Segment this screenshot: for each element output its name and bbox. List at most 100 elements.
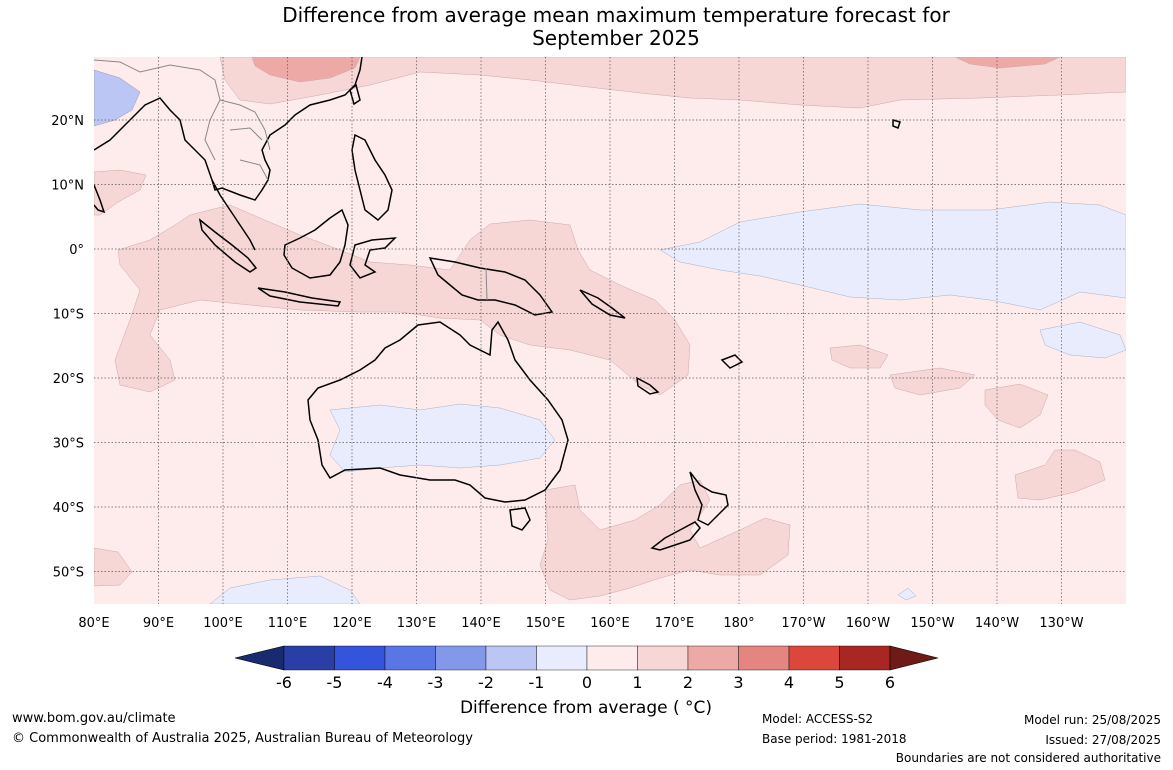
gridlines [94, 57, 1126, 604]
colorbar-tick: 0 [582, 673, 592, 692]
lon-label: 140°W [975, 616, 1019, 631]
coastlines [94, 57, 901, 551]
colorbar-swatch [536, 645, 588, 671]
lat-label: 30°S [53, 437, 84, 452]
colorbar-tick: -2 [478, 673, 494, 692]
lat-label: 10°N [51, 179, 84, 194]
lon-label: 150°W [910, 616, 954, 631]
lon-label: 140°E [461, 616, 501, 631]
warmer-region-north-b [954, 57, 1061, 69]
colorbar-tick: -3 [428, 673, 444, 692]
coastline-australia [307, 320, 569, 503]
coastline-taiwan [349, 83, 361, 106]
coastline-borneo [283, 208, 349, 279]
warm-region-new-zealand [539, 479, 791, 601]
footer-model-run: Model run: 25/08/2025 [1023, 713, 1161, 727]
cool-region-northwest [94, 69, 141, 127]
lon-label: 110°E [268, 616, 308, 631]
lat-label: 20°S [53, 372, 84, 387]
coastline-tasmania [509, 507, 531, 531]
boundary-lines [94, 59, 488, 301]
latitude-labels: 20°N 10°N 0° 10°S 20°S 30°S 40°S 50°S [51, 114, 84, 581]
colorbar-low-extend [234, 645, 285, 671]
lon-label: 130°W [1039, 616, 1083, 631]
lat-label: 20°N [51, 114, 84, 129]
colorbar-swatch [687, 645, 739, 671]
coastline-solomon [579, 289, 626, 319]
colorbar-tick: -5 [327, 673, 343, 692]
boundaries [94, 59, 488, 301]
colorbar-tick: -1 [529, 673, 545, 692]
coastline-asia [94, 57, 363, 251]
colorbar-swatch [788, 645, 840, 671]
lat-label: 40°S [53, 501, 84, 516]
lon-label: 120°E [332, 616, 372, 631]
colorbar-swatch [637, 645, 689, 671]
colorbar-swatch [485, 645, 537, 671]
warm-region-south-pacific-b [889, 367, 976, 396]
footer-issued: Issued: 27/08/2025 [1045, 733, 1161, 747]
lat-label: 50°S [53, 566, 84, 581]
colorbar-swatch [738, 645, 790, 671]
coastline-sumatra [198, 218, 258, 273]
cool-region-south-small [897, 587, 917, 601]
lon-label: 160°E [590, 616, 630, 631]
coastline-sulawesi [349, 237, 397, 279]
colorbar-swatch [384, 645, 436, 671]
coastline-philippines [351, 133, 393, 221]
cool-region-south [209, 575, 361, 604]
colorbar-tick: 6 [885, 673, 895, 692]
colorbar-title: Difference from average ( °C) [459, 698, 713, 718]
colorbar-swatch [586, 645, 638, 671]
title-line-2: September 2025 [532, 26, 700, 50]
lon-label: 170°E [655, 616, 695, 631]
colorbar-swatch [839, 645, 891, 671]
colorbar [234, 645, 939, 671]
warm-region-southwest [94, 547, 133, 587]
coastline-new-caledonia [636, 376, 660, 395]
lon-label: 170°W [781, 616, 825, 631]
footer-disclaimer: Boundaries are not considered authoritat… [895, 751, 1161, 765]
colorbar-swatch [334, 645, 386, 671]
colorbar-tick: -4 [377, 673, 393, 692]
colorbar-tick: -6 [276, 673, 292, 692]
lon-label: 100°E [203, 616, 243, 631]
footer-website: www.bom.gov.au/climate [12, 711, 176, 726]
lat-label: 0° [69, 243, 84, 258]
colorbar-swatch [283, 645, 335, 671]
footer-copyright: © Commonwealth of Australia 2025, Austra… [12, 731, 473, 746]
warm-region-north [219, 57, 1126, 109]
lon-label: 180° [723, 616, 754, 631]
colorbar-swatch [435, 645, 487, 671]
footer-model: Model: ACCESS-S2 [762, 712, 874, 726]
colorbar-high-extend [889, 645, 939, 671]
warm-region-south-pacific-d [1014, 449, 1106, 501]
footer-base-period: Base period: 1981-2018 [762, 732, 907, 746]
coastline-fiji [720, 354, 744, 369]
colorbar-tick: 5 [834, 673, 844, 692]
coastline-new-guinea [428, 257, 554, 316]
coastline-java [257, 287, 342, 307]
warmer-region-north-a [251, 57, 361, 83]
lon-label: 80°E [78, 616, 109, 631]
title-line-1: Difference from average mean maximum tem… [282, 3, 950, 27]
warm-region-maritime [114, 204, 691, 396]
warm-region-south-pacific-c [984, 383, 1049, 429]
colorbar-tick: 4 [784, 673, 794, 692]
lat-label: 10°S [53, 308, 84, 323]
longitude-labels: 80°E 90°E 100°E 110°E 120°E 130°E 140°E 150°E 16… [78, 616, 1083, 631]
coastline-new-zealand-north [689, 471, 729, 526]
cool-region-central-pacific [659, 201, 1126, 311]
colorbar-tick: 2 [683, 673, 693, 692]
cool-region-australia [329, 403, 556, 473]
lon-label: 150°E [526, 616, 566, 631]
lon-label: 90°E [143, 616, 174, 631]
warm-region-south-pacific-a [829, 344, 889, 369]
lon-label: 130°E [397, 616, 437, 631]
coastline-new-zealand-south [650, 521, 701, 551]
colorbar-tick: 1 [632, 673, 642, 692]
warm-region-west-equator [94, 169, 147, 216]
colorbar-tick: 3 [733, 673, 743, 692]
coastline-india [94, 184, 106, 214]
